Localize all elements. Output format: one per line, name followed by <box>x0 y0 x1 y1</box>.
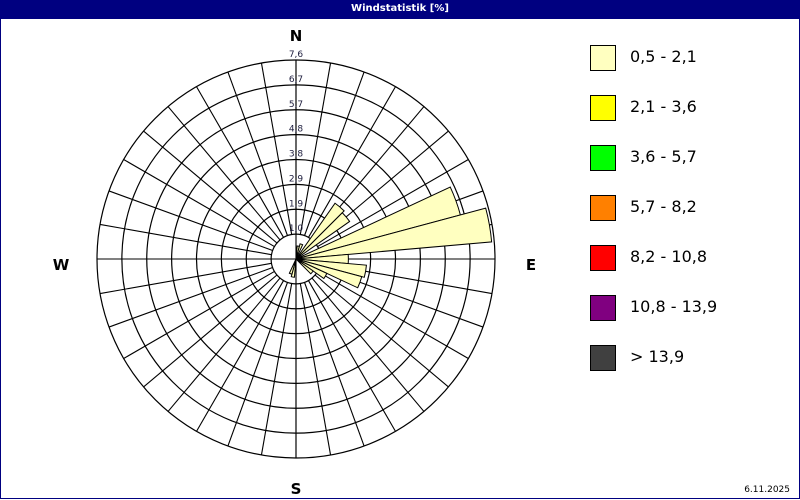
radial-tick-label: 5,7 <box>289 100 303 110</box>
legend-label: 3,6 - 5,7 <box>630 147 697 166</box>
direction-label-e: E <box>526 256 536 274</box>
grid-spoke <box>227 71 289 236</box>
grid-spoke <box>123 159 275 248</box>
grid-spoke <box>108 190 273 252</box>
direction-label-s: S <box>291 480 302 498</box>
legend-swatch <box>590 195 616 221</box>
date-label: 6.11.2025 <box>744 485 790 495</box>
radial-tick-label: 2,9 <box>289 174 304 184</box>
grid-spoke <box>260 62 293 235</box>
grid-spoke <box>196 86 285 238</box>
grid-spoke <box>167 277 281 412</box>
radial-tick-label: 1,0 <box>289 224 304 234</box>
radial-tick-labels: 1,0 1,9 2,9 3,8 4,8 5,7 6,7 7,6 <box>289 50 304 234</box>
legend-label: 0,5 - 2,1 <box>630 47 697 66</box>
grid-spoke <box>99 262 272 295</box>
grid-spoke <box>167 106 281 241</box>
radial-tick-label: 1,9 <box>289 199 304 209</box>
radial-tick-label: 4,8 <box>289 125 304 135</box>
petals <box>288 186 493 289</box>
direction-label-n: N <box>290 27 303 45</box>
grid-spoke <box>123 270 275 359</box>
grid-spoke <box>303 71 365 236</box>
legend-label: > 13,9 <box>630 347 685 366</box>
legend-swatch <box>590 145 616 171</box>
legend-label: 2,1 - 3,6 <box>630 97 697 116</box>
grid-spoke <box>260 283 293 456</box>
grid-spoke <box>99 223 272 256</box>
grid-spoke <box>307 280 396 432</box>
grid-spoke <box>143 274 278 388</box>
legend-label: 5,7 - 8,2 <box>630 197 697 216</box>
petal-80deg <box>295 207 493 260</box>
grid-spoke <box>299 283 332 456</box>
radial-tick-label: 6,7 <box>289 75 303 85</box>
radial-tick-label: 7,6 <box>289 50 304 60</box>
legend-swatch <box>590 45 616 71</box>
petal-130deg <box>295 258 314 275</box>
grid-spoke <box>108 266 273 328</box>
grid-spoke <box>299 62 332 235</box>
grid-spoke <box>317 270 469 359</box>
legend-label: 10,8 - 13,9 <box>630 297 718 316</box>
grid-spoke <box>196 280 285 432</box>
legend-label: 8,2 - 10,8 <box>630 247 708 266</box>
legend-swatch <box>590 245 616 271</box>
petal-20deg <box>295 243 304 260</box>
grid-spoke <box>307 86 396 238</box>
petal-50deg <box>295 212 351 260</box>
grid-spoke <box>311 277 425 412</box>
legend-swatch <box>590 295 616 321</box>
grid-spoke <box>314 274 449 388</box>
grid-spoke <box>143 130 278 244</box>
direction-label-w: W <box>53 256 70 274</box>
polar-grid <box>96 59 496 459</box>
legend-swatch <box>590 95 616 121</box>
title-bar: Windstatistik [%] <box>0 0 800 19</box>
grid-spoke <box>303 282 365 447</box>
petal-40deg <box>295 202 345 260</box>
grid-spoke <box>227 282 289 447</box>
radial-tick-label: 3,8 <box>289 150 304 160</box>
petal-200deg <box>288 258 297 275</box>
legend-swatch <box>590 345 616 371</box>
grid-spoke <box>317 159 469 248</box>
